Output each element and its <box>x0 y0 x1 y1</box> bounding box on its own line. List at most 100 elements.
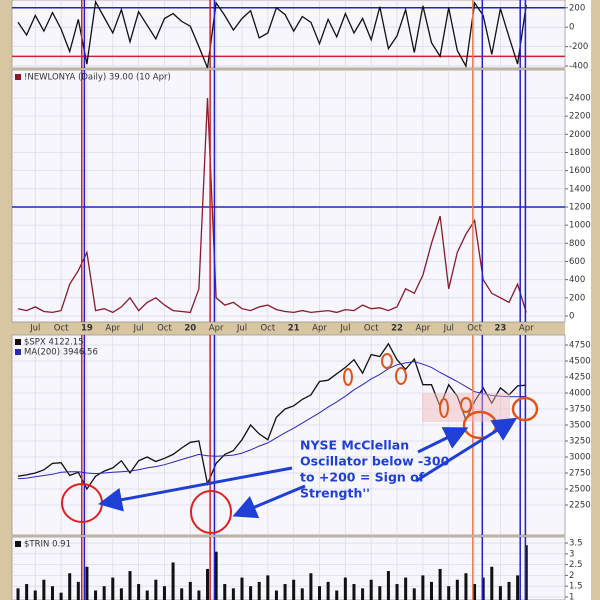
x-tick-label: Jul <box>339 324 350 334</box>
bar <box>447 586 451 600</box>
x-tick-label: Jul <box>236 324 247 334</box>
circle <box>439 398 449 418</box>
bar <box>369 579 373 600</box>
circle <box>381 353 393 369</box>
x-tick-label: 23 <box>494 324 506 334</box>
bar <box>524 545 528 600</box>
bar <box>249 586 253 600</box>
series-line <box>17 361 527 480</box>
y-tick-label: 2750 <box>569 468 591 478</box>
bar <box>266 575 270 600</box>
y-tick-label: 1800 <box>569 148 591 158</box>
y-tick-label: 3500 <box>569 420 591 430</box>
bar <box>231 588 235 600</box>
x-tick-label: Oct <box>364 324 379 334</box>
bar <box>464 573 468 600</box>
arrow <box>415 417 518 483</box>
y-tick-label: 4000 <box>569 388 591 398</box>
bar <box>197 590 201 600</box>
bar <box>119 588 123 600</box>
y-tick-label: 600 <box>569 257 585 267</box>
bar <box>59 592 63 600</box>
bar <box>361 588 365 600</box>
legend-label: MA(200) 3946.56 <box>24 348 98 358</box>
legend-swatch <box>15 74 21 80</box>
bar <box>50 586 54 600</box>
legend-label: !NEWLONYA (Daily) 39.00 (10 Apr) <box>24 73 171 83</box>
arrow <box>232 484 306 519</box>
bar <box>473 584 477 600</box>
y-tick-label: 800 <box>569 239 585 249</box>
y-tick-label: 2200 <box>569 112 591 122</box>
x-tick-label: Oct <box>467 324 482 334</box>
y-tick-label: -400 <box>569 62 588 72</box>
x-tick-label: 20 <box>184 324 196 334</box>
y-tick-label: 200 <box>569 293 585 303</box>
bar <box>137 584 141 600</box>
circle <box>343 368 353 386</box>
annotation: Strength'' <box>300 486 370 501</box>
y-tick-label: 2 <box>569 571 574 581</box>
bar <box>318 586 322 600</box>
y-tick-label: 2400 <box>569 93 591 103</box>
bar <box>16 588 20 600</box>
x-tick-label: Oct <box>260 324 275 334</box>
bar <box>162 586 166 600</box>
bar <box>223 584 227 600</box>
y-tick-label: 4750 <box>569 340 591 350</box>
bar <box>395 584 399 600</box>
y-tick-label: 3 <box>569 549 574 559</box>
y-tick-label: 4250 <box>569 372 591 382</box>
y-tick-label: 400 <box>569 275 585 285</box>
bar <box>102 586 106 600</box>
bar <box>145 590 149 600</box>
legend-swatch <box>15 541 21 547</box>
x-tick-label: Apr <box>105 324 120 334</box>
bar <box>292 579 296 600</box>
bar <box>42 579 46 600</box>
y-tick-label: 3750 <box>569 404 591 414</box>
x-tick-label: Apr <box>519 324 534 334</box>
y-tick-label: 2000 <box>569 130 591 140</box>
y-tick-label: 0 <box>569 23 574 33</box>
bar <box>180 588 184 600</box>
bar <box>111 577 115 600</box>
annotations: NYSE McClellan Oscillator below -300 to … <box>61 353 539 534</box>
y-tick-label: 1 <box>569 592 574 600</box>
circle <box>190 490 232 534</box>
y-tick-label: 200 <box>569 3 585 13</box>
bar <box>421 575 425 600</box>
circle <box>460 397 472 413</box>
y-tick-label: -200 <box>569 42 588 52</box>
y-tick-label: 2500 <box>569 484 591 494</box>
plot: 2000-200-4000200400600800100012001400160… <box>11 0 591 600</box>
x-tick-label: Jul <box>29 324 40 334</box>
panel-content <box>12 0 565 68</box>
bar <box>404 577 408 600</box>
bar <box>352 584 356 600</box>
bar <box>85 566 89 600</box>
y-tick-label: 2.5 <box>569 560 583 570</box>
bar <box>326 581 330 600</box>
annotation: Oscillator below -300 <box>300 454 450 469</box>
arrow <box>417 427 469 454</box>
bar <box>154 579 158 600</box>
y-tick-label: 1400 <box>569 184 591 194</box>
bar <box>386 571 390 600</box>
series-line <box>17 97 527 314</box>
bar <box>412 588 416 600</box>
bar <box>274 590 278 600</box>
bar <box>335 590 339 600</box>
y-tick-label: 1.5 <box>569 582 583 592</box>
bar <box>68 573 72 600</box>
bar <box>309 573 313 600</box>
bar <box>378 586 382 600</box>
circle <box>395 367 407 385</box>
legend-swatch <box>15 339 21 345</box>
legend-label: $TRIN 0.91 <box>24 540 71 550</box>
bar <box>481 577 485 600</box>
bar <box>343 577 347 600</box>
panel-content <box>12 335 565 535</box>
